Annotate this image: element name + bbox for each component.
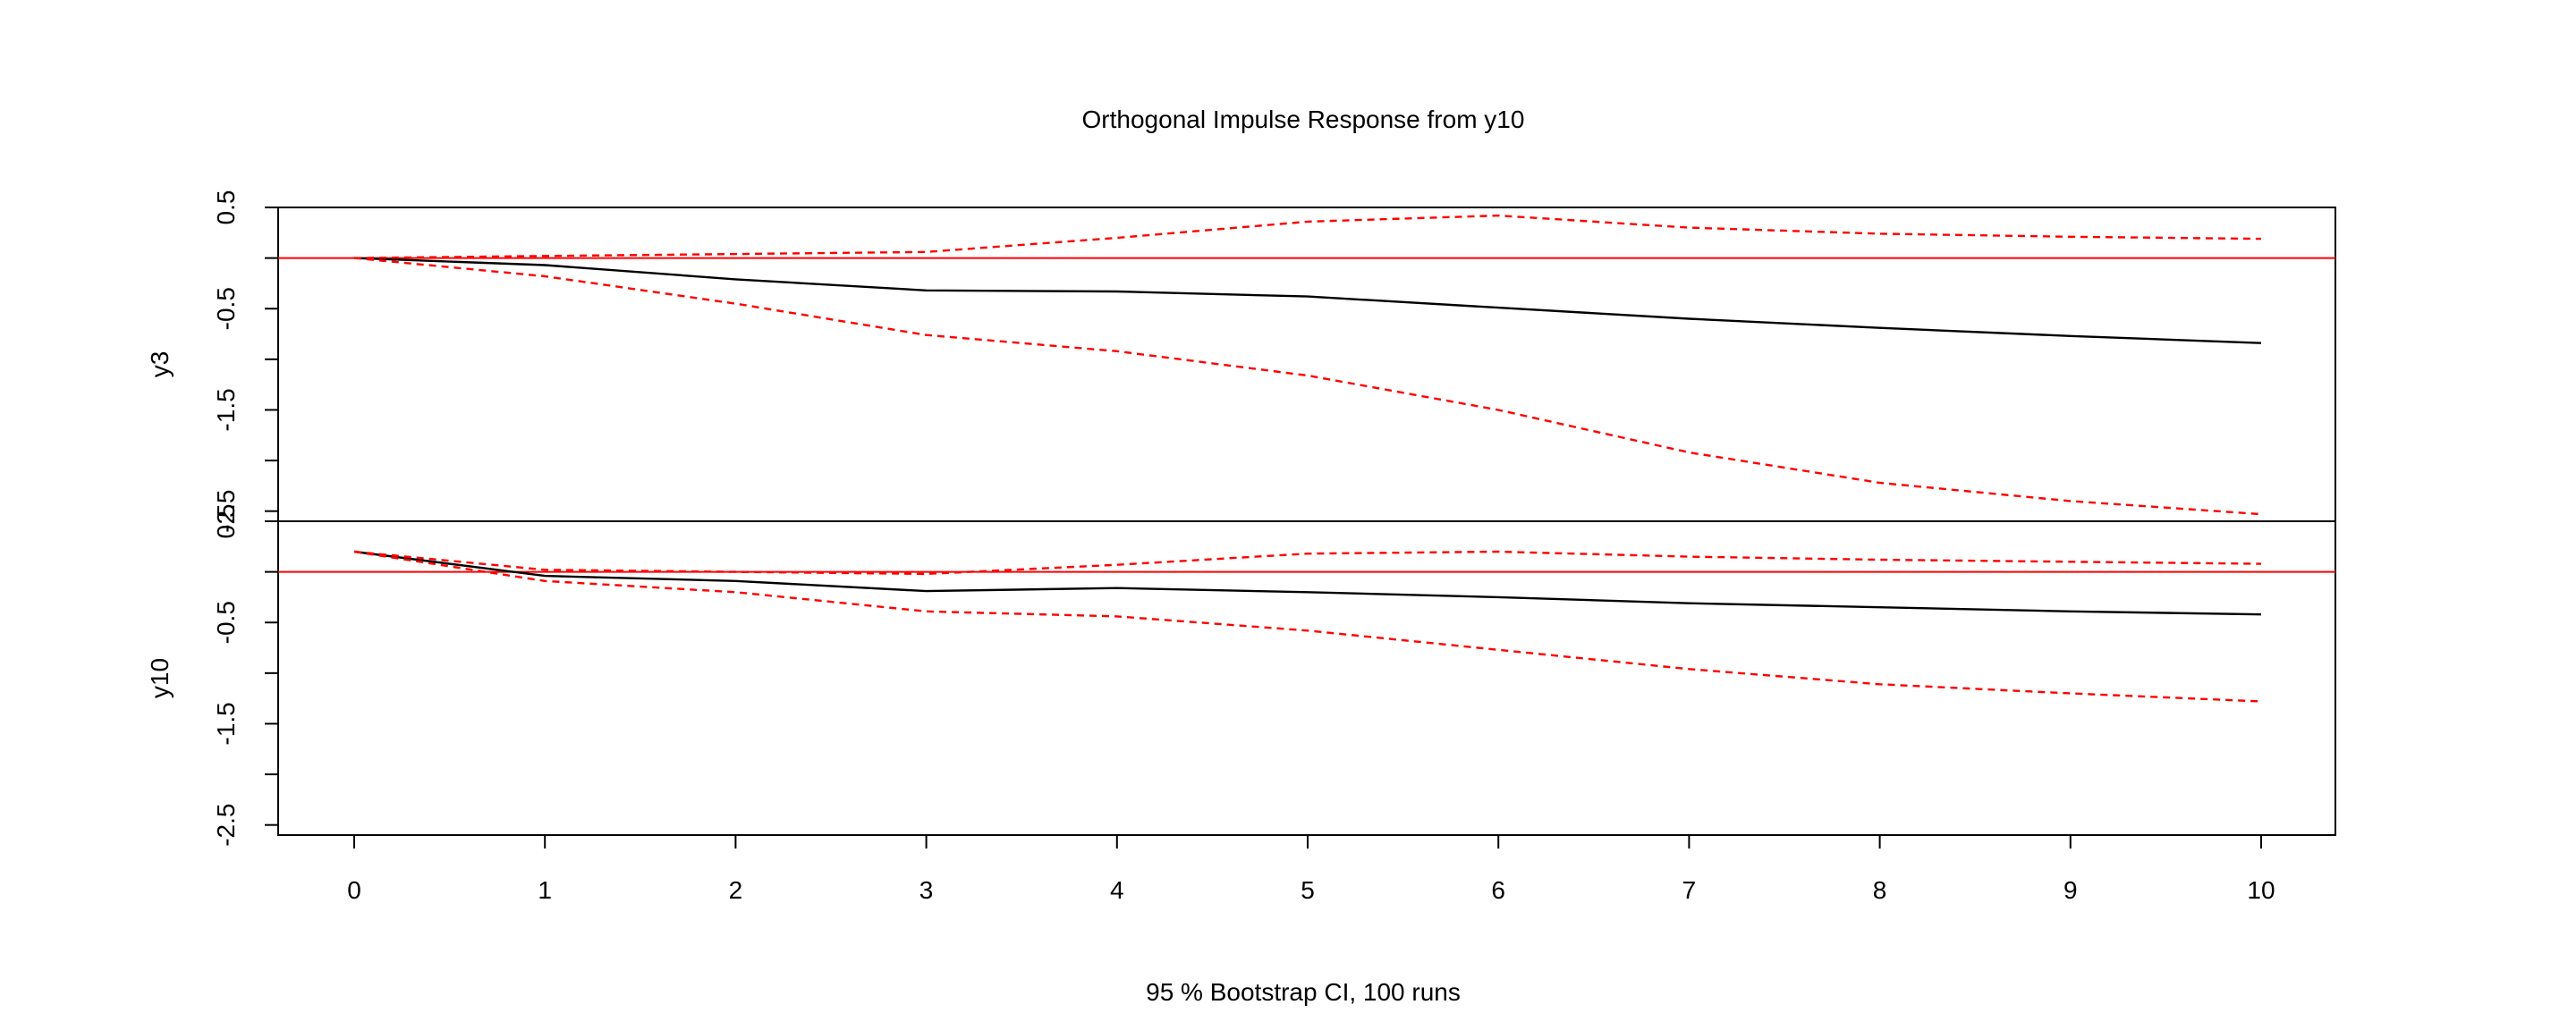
- y-axis-label: y10: [146, 658, 174, 698]
- x-tick-label: 9: [2063, 876, 2078, 904]
- x-axis: 0 1 2 3 4 5 6 7 8 9 10: [347, 834, 2275, 904]
- series-upper-line: [353, 550, 2262, 576]
- x-tick-label: 1: [538, 876, 552, 904]
- y-tick-label: -2.5: [212, 804, 240, 847]
- series-irf-line: [353, 257, 2262, 344]
- x-tick-label: 5: [1301, 876, 1315, 904]
- panel-y3: 0.5 -0.5 -1.5 -2.5 y3: [146, 190, 2336, 533]
- y-tick-label: -0.5: [212, 601, 240, 644]
- x-tick-label: 0: [347, 876, 361, 904]
- y-axis-label: y3: [146, 351, 174, 378]
- series-lower-line: [353, 550, 2262, 703]
- y-tick-label: -0.5: [212, 287, 240, 330]
- y-tick-label: -1.5: [212, 388, 240, 431]
- y-tick-label: -1.5: [212, 702, 240, 745]
- x-tick-label: 7: [1682, 876, 1697, 904]
- series-lower-line: [353, 257, 2262, 516]
- panel-frame: [277, 207, 2336, 522]
- x-tick-label: 10: [2247, 876, 2275, 904]
- x-tick-label: 6: [1491, 876, 1505, 904]
- x-axis-label: 95 % Bootstrap CI, 100 runs: [1146, 978, 1461, 1006]
- series-irf-line: [353, 550, 2262, 616]
- x-tick-label: 2: [729, 876, 743, 904]
- series-upper-line: [353, 214, 2262, 259]
- chart-title: Orthogonal Impulse Response from y10: [1082, 106, 1525, 133]
- panel-frame: [277, 520, 2336, 836]
- x-tick-label: 4: [1110, 876, 1124, 904]
- x-tick-label: 3: [919, 876, 934, 904]
- panel-y10: 0.5 -0.5 -1.5 -2.5 y10: [146, 504, 2336, 847]
- y-tick-label: -2.5: [212, 490, 240, 533]
- y-tick-label: 0.5: [212, 190, 240, 225]
- x-tick-label: 8: [1873, 876, 1887, 904]
- y-tick-label: 0.5: [212, 504, 240, 539]
